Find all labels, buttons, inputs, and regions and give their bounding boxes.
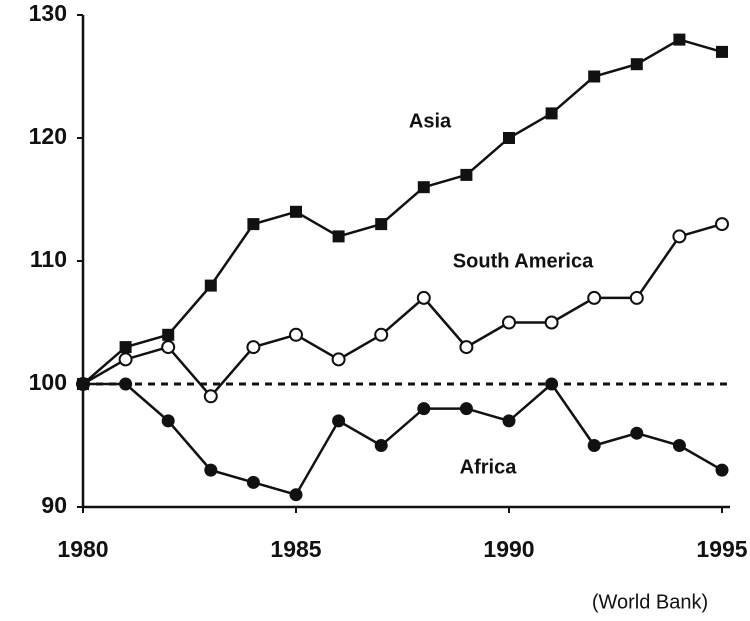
marker bbox=[162, 328, 175, 341]
series-label: Africa bbox=[460, 456, 518, 478]
marker bbox=[118, 352, 133, 367]
series-line bbox=[82, 222, 723, 399]
marker bbox=[459, 402, 473, 416]
series-label: Asia bbox=[409, 110, 452, 132]
y-tick-label: 130 bbox=[29, 0, 67, 26]
marker bbox=[119, 341, 132, 354]
marker bbox=[246, 340, 261, 355]
marker bbox=[672, 229, 687, 244]
marker bbox=[630, 58, 643, 71]
marker bbox=[161, 340, 176, 355]
y-tick-label: 100 bbox=[29, 369, 67, 395]
marker bbox=[375, 218, 388, 231]
marker bbox=[417, 181, 430, 194]
x-tick-label: 1985 bbox=[270, 536, 321, 562]
y-tick-label: 110 bbox=[30, 246, 67, 272]
marker bbox=[716, 45, 728, 58]
marker bbox=[246, 475, 260, 489]
source-note: (World Bank) bbox=[592, 591, 708, 613]
marker bbox=[374, 439, 388, 452]
marker bbox=[289, 327, 303, 342]
x-tick-label: 1995 bbox=[696, 536, 747, 562]
marker bbox=[629, 290, 644, 305]
marker bbox=[587, 439, 601, 452]
marker bbox=[289, 488, 303, 502]
marker bbox=[502, 315, 516, 330]
y-tick-label: 90 bbox=[41, 492, 67, 518]
marker bbox=[247, 218, 260, 231]
marker bbox=[502, 414, 516, 428]
marker bbox=[290, 205, 302, 218]
marker bbox=[119, 377, 133, 391]
marker bbox=[503, 132, 515, 144]
y-tick-label: 120 bbox=[29, 123, 67, 149]
marker bbox=[715, 217, 729, 232]
marker bbox=[332, 230, 345, 243]
marker bbox=[544, 315, 559, 330]
marker bbox=[630, 426, 644, 440]
marker bbox=[161, 414, 175, 428]
marker bbox=[545, 377, 559, 391]
marker bbox=[203, 389, 218, 404]
marker bbox=[545, 107, 558, 120]
marker bbox=[459, 340, 474, 355]
series-label: South America bbox=[453, 250, 594, 272]
x-tick-label: 1990 bbox=[483, 536, 534, 562]
marker bbox=[332, 414, 346, 428]
marker bbox=[204, 463, 218, 477]
series-line bbox=[83, 382, 723, 497]
marker bbox=[416, 290, 431, 305]
marker bbox=[588, 70, 601, 83]
marker bbox=[331, 352, 346, 367]
x-tick-label: 1980 bbox=[57, 536, 108, 562]
marker bbox=[460, 168, 473, 181]
series-line bbox=[82, 38, 723, 385]
marker bbox=[587, 290, 602, 305]
marker bbox=[673, 33, 686, 46]
marker bbox=[204, 279, 217, 292]
marker bbox=[417, 402, 431, 416]
marker bbox=[715, 463, 729, 477]
marker bbox=[672, 439, 686, 452]
marker bbox=[76, 377, 90, 391]
marker bbox=[374, 327, 389, 342]
